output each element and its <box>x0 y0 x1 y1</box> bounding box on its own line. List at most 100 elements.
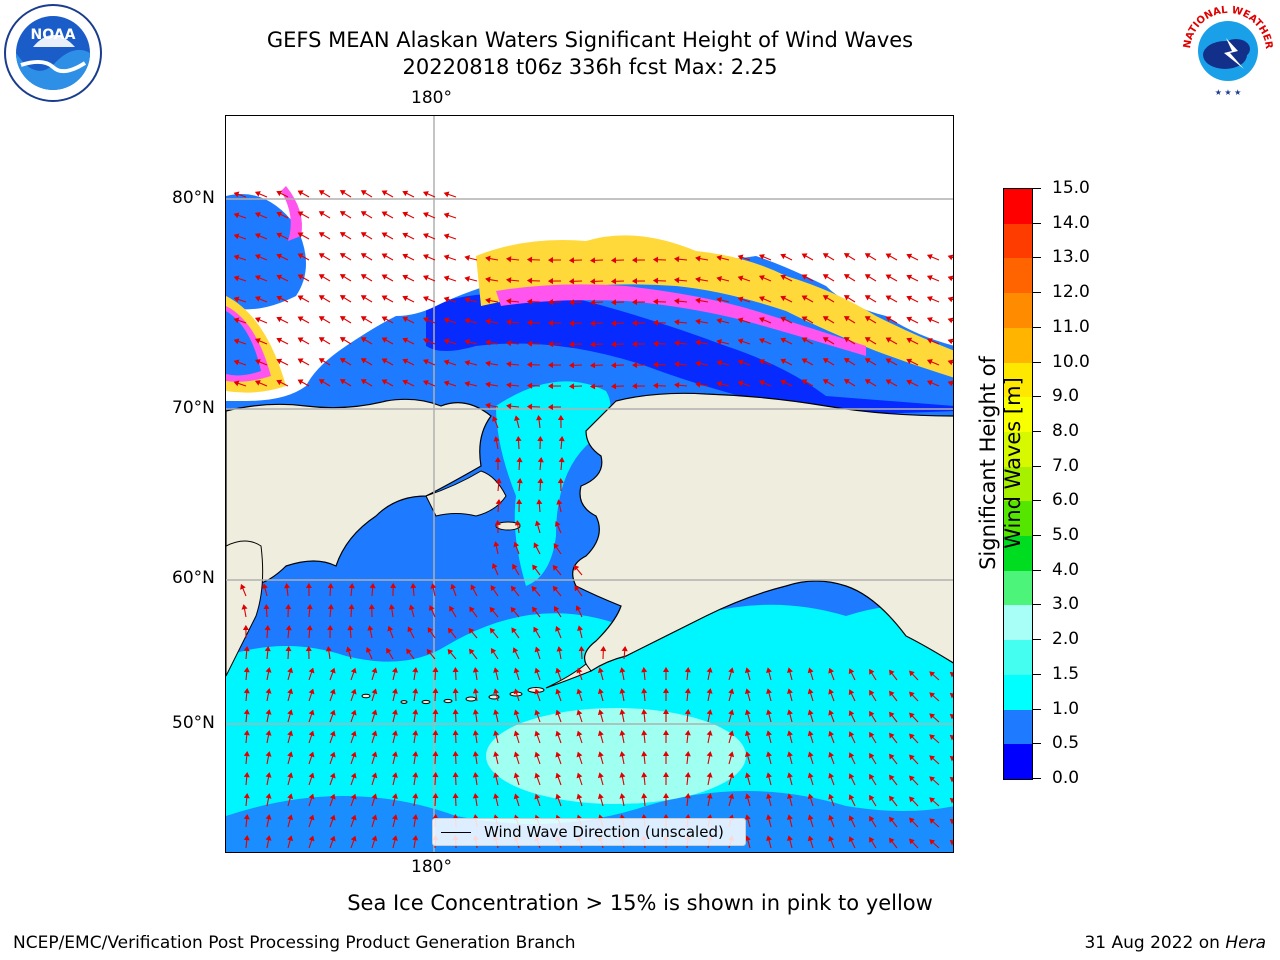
wave-direction-arrowhead <box>662 666 670 672</box>
wave-direction-arrowhead <box>254 338 261 344</box>
wave-direction-arrowhead <box>391 730 398 736</box>
wave-direction-arrowhead <box>265 667 272 673</box>
wave-direction-arrowhead <box>822 253 829 259</box>
wave-direction-arrowhead <box>472 667 479 673</box>
wave-direction-arrowhead <box>233 380 240 387</box>
wave-direction-arrowhead <box>513 541 520 548</box>
wave-direction-arrowhead <box>464 381 470 387</box>
wave-direction-arrowhead <box>744 688 751 695</box>
sea-ice-note: Sea Ice Concentration > 15% is shown in … <box>347 891 933 915</box>
wave-direction-arrowhead <box>422 233 429 239</box>
wave-direction-arrowhead <box>371 814 378 821</box>
wave-direction-arrowhead <box>556 646 563 652</box>
wave-direction-arrowhead <box>464 276 470 282</box>
colorbar-tick-label: 0.0 <box>1052 768 1080 788</box>
wave-direction-arrowhead <box>371 667 378 674</box>
wave-direction-arrowhead <box>744 709 751 716</box>
wave-direction-arrowhead <box>422 359 429 365</box>
colorbar-tick <box>1033 708 1041 710</box>
wave-direction-arrowhead <box>452 792 459 799</box>
wave-direction-arrowhead <box>432 687 439 694</box>
wave-direction-arrowhead <box>780 316 787 323</box>
colorbar-segment <box>1004 500 1032 537</box>
colorbar-tick-label: 2.0 <box>1052 629 1080 650</box>
wave-direction-arrowhead <box>737 317 744 324</box>
wave-direction-arrowhead <box>744 730 751 737</box>
colorbar-tick-label: 6.0 <box>1052 490 1080 511</box>
wave-direction-arrowhead <box>516 456 523 463</box>
wave-direction-arrowhead <box>889 690 895 697</box>
colorbar-tick <box>1033 430 1041 432</box>
map-subtitle: 20220818 t06z 336h fcst Max: 2.25 <box>402 55 778 79</box>
legend-line-sample <box>441 832 471 833</box>
wave-direction-arrowhead <box>597 772 604 779</box>
wave-direction-arrowhead <box>422 338 429 344</box>
wave-direction-arrowhead <box>597 730 604 737</box>
wave-direction-arrowhead <box>265 709 272 715</box>
wave-direction-arrowhead <box>885 379 892 385</box>
wave-direction-arrowhead <box>297 379 304 385</box>
wave-direction-arrowhead <box>929 839 936 845</box>
wave-direction-arrowhead <box>949 671 953 678</box>
wave-direction-arrowhead <box>284 583 291 589</box>
wave-direction-arrowhead <box>265 751 272 757</box>
wave-direction-arrowhead <box>589 383 596 390</box>
wave-direction-arrowhead <box>728 772 735 779</box>
wave-direction-arrowhead <box>949 818 953 825</box>
wave-direction-arrowhead <box>684 751 691 757</box>
wave-direction-arrowhead <box>426 648 433 655</box>
wave-direction-arrowhead <box>390 582 397 589</box>
wave-direction-arrowhead <box>555 772 562 779</box>
wave-direction-arrowhead <box>674 256 680 263</box>
wave-direction-arrowhead <box>339 274 346 280</box>
wave-direction-arrowhead <box>348 582 355 589</box>
wave-direction-arrowhead <box>926 359 933 365</box>
wave-direction-arrowhead <box>631 341 638 348</box>
wave-direction-arrowhead <box>243 834 250 841</box>
wave-direction-arrowhead <box>402 190 409 197</box>
wave-direction-arrowhead <box>422 317 429 323</box>
wave-direction-arrowhead <box>547 341 554 348</box>
wave-direction-arrowhead <box>766 709 772 715</box>
colorbar-tick <box>1033 326 1041 328</box>
wave-direction-arrowhead <box>534 730 541 737</box>
wave-direction-arrowhead <box>534 709 541 716</box>
wave-direction-arrowhead <box>526 256 533 263</box>
wave-direction-arrowhead <box>885 253 892 259</box>
wave-direction-arrowhead <box>728 793 735 800</box>
wave-direction-arrowhead <box>493 793 500 799</box>
wave-direction-arrowhead <box>464 339 470 345</box>
wave-direction-arrowhead <box>869 710 875 717</box>
wave-direction-arrowhead <box>493 688 500 694</box>
wave-direction-arrowhead <box>949 797 953 804</box>
wave-direction-arrowhead <box>619 667 626 673</box>
wave-direction-arrowhead <box>684 730 691 736</box>
wave-direction-arrowhead <box>828 772 834 779</box>
wave-direction-arrowhead <box>619 688 626 694</box>
wave-direction-arrowhead <box>828 835 834 842</box>
wave-direction-arrowhead <box>716 276 722 282</box>
colorbar-segment <box>1004 188 1032 224</box>
wave-direction-arrowhead <box>308 835 315 842</box>
wave-direction-arrowhead <box>889 732 895 739</box>
wave-direction-arrowhead <box>869 752 875 759</box>
wave-direction-arrowhead <box>684 793 691 799</box>
wave-direction-arrowhead <box>641 751 648 757</box>
wave-direction-arrowhead <box>864 379 871 385</box>
wave-direction-arrowhead <box>573 564 580 571</box>
wave-direction-arrowhead <box>869 815 875 822</box>
wave-direction-arrowhead <box>728 688 735 695</box>
svg-text:★ ★ ★: ★ ★ ★ <box>1215 88 1242 97</box>
wave-direction-arrowhead <box>706 751 713 757</box>
wave-direction-arrowhead <box>619 772 626 778</box>
wave-direction-arrowhead <box>929 713 936 719</box>
wave-direction-arrowhead <box>555 730 562 737</box>
wave-direction-arrowhead <box>297 358 304 364</box>
colorbar-tick <box>1033 500 1041 502</box>
wave-direction-arrowhead <box>947 296 953 303</box>
wave-direction-arrowhead <box>513 688 520 695</box>
wave-direction-arrowhead <box>547 257 554 264</box>
wave-direction-arrowhead <box>737 359 744 366</box>
wave-direction-arrowhead <box>532 564 538 571</box>
wave-direction-arrowhead <box>906 337 913 344</box>
